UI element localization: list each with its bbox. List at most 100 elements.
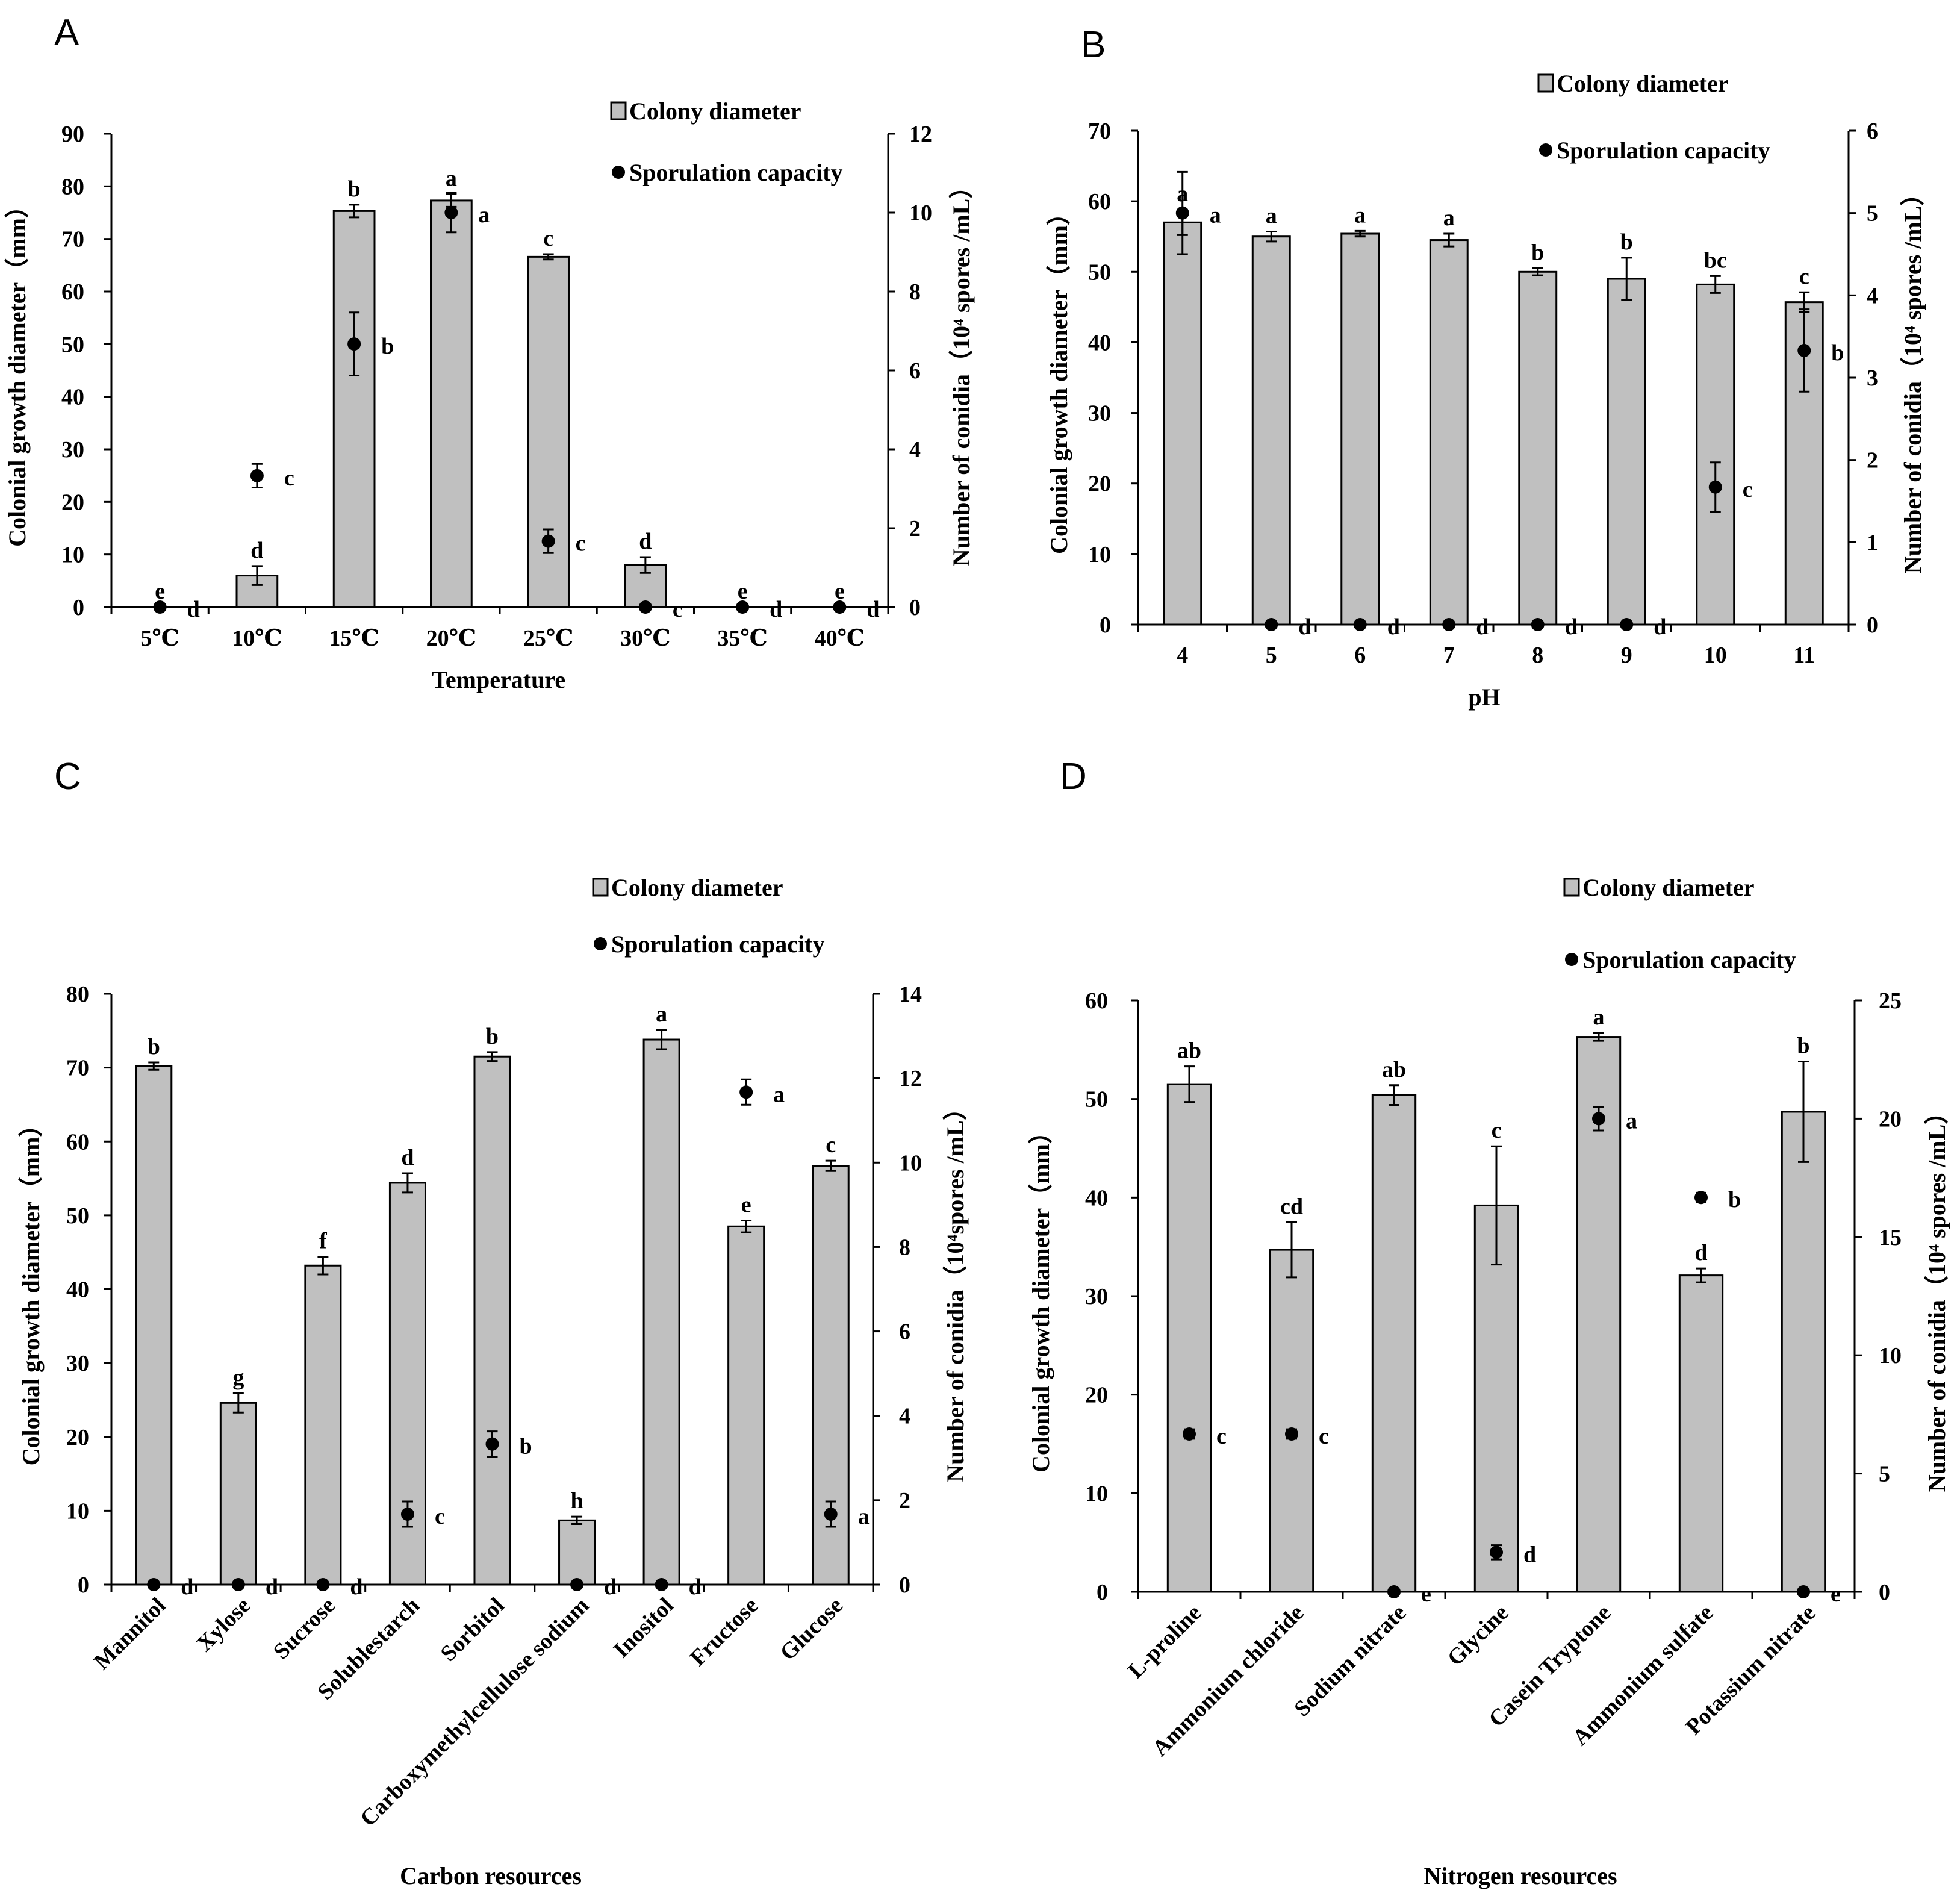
bar: [1781, 1111, 1826, 1593]
right-tick-label: 2: [899, 1488, 910, 1514]
right-tick-label: 14: [899, 982, 922, 1007]
x-category-label: 20℃: [426, 626, 477, 651]
bar: [430, 199, 473, 608]
left-tick-label: 30: [1085, 1284, 1108, 1309]
bar: [727, 1225, 765, 1586]
dot-significance-letter: a: [773, 1082, 785, 1107]
legend-bar-label: Colony diameter: [1557, 70, 1729, 97]
sporulation-dot: [570, 1578, 584, 1591]
left-tick-label: 60: [1088, 189, 1111, 214]
bar: [1429, 239, 1469, 626]
bar-significance-letter: a: [446, 166, 457, 191]
bar: [1163, 221, 1202, 626]
dot-significance-letter: d: [181, 1574, 193, 1600]
x-category-label: Glycine: [1443, 1600, 1514, 1671]
x-category-label: 40℃: [815, 626, 865, 651]
sporulation-dot: [1285, 1427, 1298, 1441]
bar: [1678, 1274, 1724, 1593]
bar-significance-letter: a: [1593, 1005, 1605, 1030]
sporulation-dot: [231, 1578, 245, 1591]
x-category-label: Fructose: [685, 1593, 764, 1671]
x-category-label: 6: [1354, 643, 1366, 668]
right-axis-title: Number of conidia（10⁴spores /mL）: [942, 1096, 969, 1482]
right-tick-label: 10: [1879, 1343, 1902, 1368]
bar-significance-letter: d: [401, 1145, 414, 1170]
bar-significance-letter: a: [1354, 202, 1366, 228]
sporulation-dot: [250, 469, 264, 482]
bar: [1518, 270, 1558, 626]
bar-significance-letter: e: [155, 579, 165, 604]
x-category-label: 30℃: [620, 626, 671, 651]
dot-significance-letter: d: [689, 1574, 702, 1600]
left-axis-title: Colonial growth diameter（mm）: [1045, 201, 1072, 554]
bar-significance-letter: ab: [1177, 1038, 1201, 1064]
sporulation-dot: [1353, 618, 1367, 631]
left-tick-label: 60: [66, 1129, 89, 1155]
dot-significance-letter: b: [381, 334, 394, 359]
left-tick-label: 20: [1088, 472, 1111, 497]
right-tick-label: 10: [899, 1150, 922, 1176]
x-category-label: Inositol: [609, 1593, 679, 1663]
bar: [1269, 1249, 1314, 1593]
right-tick-label: 0: [1867, 613, 1878, 638]
sporulation-dot: [153, 600, 167, 614]
left-tick-label: 10: [1088, 542, 1111, 567]
right-tick-label: 6: [899, 1320, 910, 1345]
left-tick-label: 0: [1100, 613, 1111, 638]
sporulation-dot: [316, 1578, 330, 1591]
dot-significance-letter: d: [1565, 614, 1578, 640]
left-tick-label: 50: [1085, 1087, 1108, 1112]
bar-significance-letter: b: [1797, 1033, 1809, 1058]
sporulation-dot: [1592, 1112, 1605, 1126]
right-tick-label: 5: [1879, 1462, 1890, 1487]
dot-significance-letter: c: [1743, 477, 1753, 502]
dot-significance-letter: c: [1319, 1424, 1329, 1449]
left-tick-label: 70: [1088, 119, 1111, 144]
sporulation-dot: [1387, 1585, 1401, 1598]
bar-significance-letter: a: [1266, 204, 1277, 229]
dot-significance-letter: b: [1728, 1187, 1741, 1212]
legend-dot-label: Sporulation capacity: [611, 931, 824, 958]
left-tick-label: 20: [66, 1425, 89, 1450]
sporulation-dot: [1442, 618, 1456, 631]
right-tick-label: 2: [1867, 448, 1878, 473]
legend-bar-label: Colony diameter: [629, 98, 801, 125]
left-tick-label: 20: [61, 490, 84, 515]
dot-significance-letter: c: [673, 597, 683, 622]
bar: [1371, 1094, 1417, 1593]
dot-significance-letter: d: [350, 1574, 362, 1600]
right-tick-label: 12: [899, 1066, 922, 1091]
panel-letter-d: D: [1060, 756, 1087, 797]
legend-bar-label: Colony diameter: [611, 874, 783, 901]
sporulation-dot: [1708, 480, 1722, 494]
dot-significance-letter: a: [858, 1504, 870, 1529]
right-tick-label: 0: [899, 1573, 910, 1598]
dot-significance-letter: c: [576, 531, 586, 557]
x-category-label: 35℃: [717, 626, 768, 651]
legend-dot-swatch: [1539, 143, 1552, 157]
x-category-label: Mannitol: [89, 1593, 171, 1675]
sporulation-dot: [833, 600, 847, 614]
bar-significance-letter: c: [826, 1132, 836, 1158]
x-category-label: 5: [1266, 643, 1277, 668]
bar-significance-letter: e: [835, 579, 845, 604]
dot-significance-letter: a: [1210, 203, 1221, 228]
x-category-label: Sucrose: [269, 1593, 340, 1665]
sporulation-dot: [1183, 1427, 1196, 1441]
sporulation-dot: [1175, 206, 1189, 220]
x-category-label: Glucose: [775, 1593, 848, 1666]
x-category-label: 4: [1177, 643, 1188, 668]
x-category-label: 10: [1704, 643, 1727, 668]
right-tick-label: 8: [909, 279, 921, 305]
bar: [219, 1402, 257, 1586]
dot-significance-letter: d: [770, 597, 782, 622]
sporulation-dot: [1797, 1585, 1810, 1598]
sporulation-dot: [1620, 618, 1634, 631]
dot-significance-letter: e: [1831, 1582, 1841, 1607]
left-tick-label: 60: [61, 279, 84, 305]
bar-significance-letter: c: [1492, 1118, 1502, 1143]
dot-significance-letter: d: [1298, 614, 1311, 640]
left-axis-title: Colonial growth diameter（mm）: [1027, 1120, 1054, 1473]
legend-bar-swatch: [1537, 73, 1554, 93]
sporulation-dot: [1797, 343, 1811, 357]
